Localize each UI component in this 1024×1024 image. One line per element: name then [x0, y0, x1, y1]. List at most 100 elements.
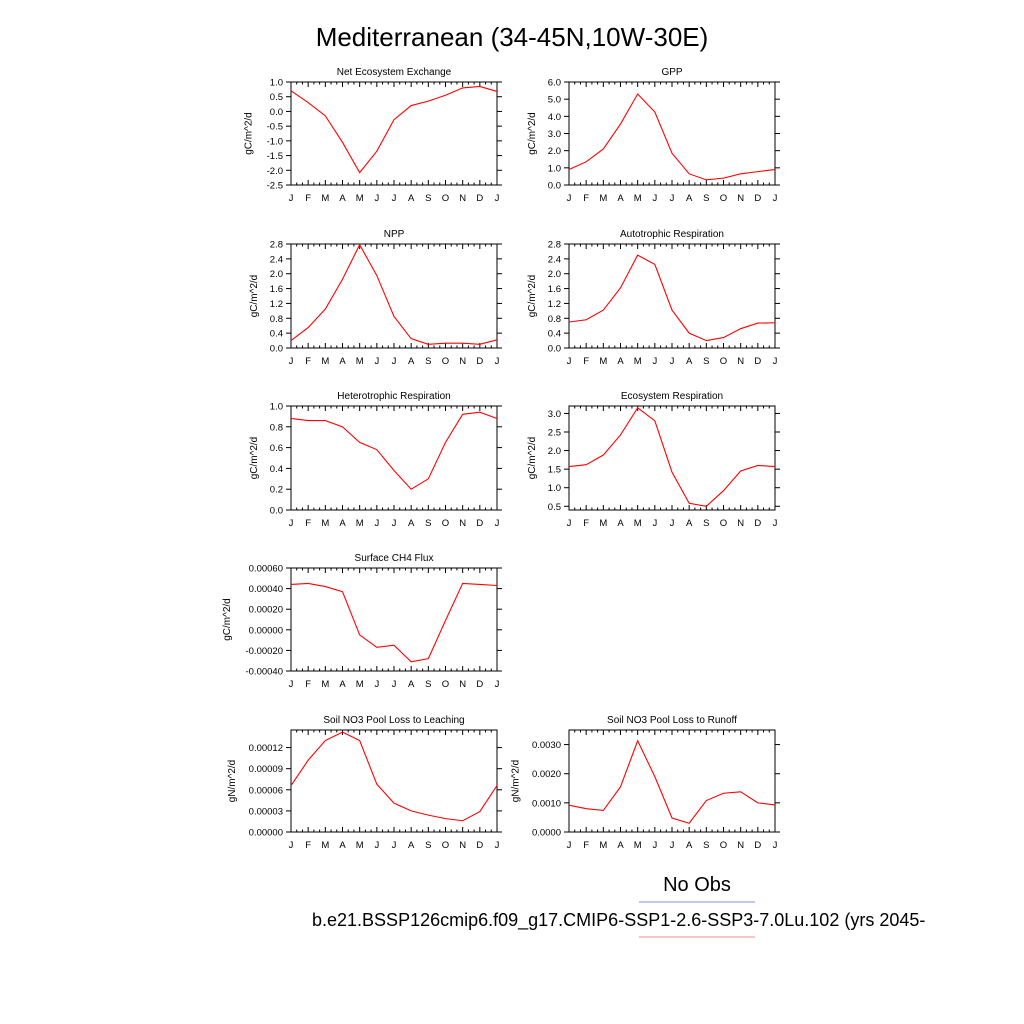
- x-tick-label: J: [289, 356, 294, 367]
- x-tick-label: J: [392, 356, 397, 367]
- x-tick-label: J: [652, 518, 657, 529]
- x-tick-label: M: [321, 518, 329, 529]
- legend: No Obs b.e21.BSSP126cmip6.f09_g17.CMIP6-…: [312, 874, 925, 938]
- x-tick-label: F: [583, 193, 589, 204]
- x-tick-label: O: [442, 518, 449, 529]
- x-tick-label: M: [356, 193, 364, 204]
- y-tick-label: 2.8: [270, 240, 283, 251]
- x-tick-label: A: [339, 518, 346, 529]
- figure-title: Mediterranean (34-45N,10W-30E): [316, 22, 709, 52]
- y-tick-label: 1.0: [270, 402, 283, 413]
- x-tick-label: F: [583, 356, 589, 367]
- y-tick-label: 1.6: [548, 284, 561, 295]
- y-tick-label: -0.00020: [245, 646, 283, 657]
- x-tick-label: J: [495, 840, 500, 851]
- x-tick-label: S: [425, 679, 431, 690]
- x-tick-label: J: [392, 840, 397, 851]
- y-tick-label: 0.5: [548, 502, 561, 513]
- x-tick-label: M: [599, 518, 607, 529]
- x-tick-label: A: [339, 840, 346, 851]
- x-tick-label: M: [356, 679, 364, 690]
- y-tick-label: 0.0: [548, 344, 561, 355]
- x-tick-label: J: [392, 518, 397, 529]
- y-tick-label: 0.0030: [532, 740, 561, 751]
- x-tick-label: A: [408, 518, 415, 529]
- series-line: [568, 254, 776, 342]
- plot-frame: [568, 81, 776, 186]
- x-tick-label: O: [720, 356, 727, 367]
- x-tick-label: A: [686, 193, 693, 204]
- y-axis-label: gC/m^2/d: [249, 275, 260, 318]
- x-tick-label: D: [754, 518, 761, 529]
- y-tick-label: 0.00000: [249, 828, 283, 839]
- plot-frame: [290, 405, 498, 511]
- y-tick-label: -1.5: [267, 151, 283, 162]
- x-tick-label: O: [442, 840, 449, 851]
- y-tick-label: 2.0: [270, 269, 283, 280]
- y-tick-label: -0.00040: [245, 667, 283, 678]
- x-tick-label: N: [737, 840, 744, 851]
- series-line: [568, 739, 776, 824]
- x-tick-label: M: [321, 356, 329, 367]
- x-tick-label: F: [305, 518, 311, 529]
- y-axis-label: gC/m^2/d: [243, 112, 254, 155]
- x-tick-label: D: [476, 518, 483, 529]
- plot-frame: [290, 81, 498, 186]
- plot-frame: [290, 243, 498, 349]
- x-tick-label: S: [703, 356, 709, 367]
- x-tick-label: J: [495, 518, 500, 529]
- series-line: [290, 582, 498, 663]
- y-axis-label: gC/m^2/d: [222, 598, 233, 641]
- x-tick-label: N: [459, 518, 466, 529]
- x-tick-label: N: [459, 840, 466, 851]
- x-tick-label: A: [408, 356, 415, 367]
- x-tick-label: S: [703, 840, 709, 851]
- y-tick-label: 0.5: [270, 92, 283, 103]
- x-tick-label: M: [599, 193, 607, 204]
- x-tick-label: F: [305, 193, 311, 204]
- y-tick-label: -2.0: [267, 166, 283, 177]
- x-tick-label: M: [599, 840, 607, 851]
- y-tick-label: -1.0: [267, 136, 283, 147]
- x-tick-label: M: [321, 840, 329, 851]
- panel-title: GPP: [661, 67, 682, 78]
- x-tick-label: J: [392, 193, 397, 204]
- x-tick-label: F: [583, 518, 589, 529]
- x-tick-label: J: [289, 518, 294, 529]
- x-tick-label: S: [425, 518, 431, 529]
- x-tick-label: J: [289, 840, 294, 851]
- y-tick-label: 0.8: [270, 422, 283, 433]
- x-tick-label: O: [720, 840, 727, 851]
- y-tick-label: 0.2: [270, 485, 283, 496]
- x-tick-label: J: [495, 193, 500, 204]
- x-tick-label: A: [339, 356, 346, 367]
- y-tick-label: 0.4: [270, 464, 283, 475]
- x-tick-label: A: [617, 518, 624, 529]
- x-tick-label: O: [442, 356, 449, 367]
- y-tick-label: 0.00020: [249, 605, 283, 616]
- y-tick-label: 2.8: [548, 240, 561, 251]
- y-tick-label: 0.8: [270, 314, 283, 325]
- panel-title: Heterotrophic Respiration: [337, 391, 450, 402]
- x-tick-label: N: [737, 356, 744, 367]
- x-tick-label: J: [567, 518, 572, 529]
- x-tick-label: M: [321, 193, 329, 204]
- x-tick-label: J: [374, 356, 379, 367]
- x-tick-label: M: [634, 518, 642, 529]
- y-tick-label: 2.0: [548, 446, 561, 457]
- x-tick-label: F: [305, 840, 311, 851]
- x-tick-label: S: [425, 356, 431, 367]
- y-tick-label: 0.4: [548, 329, 561, 340]
- y-tick-label: -0.5: [267, 122, 283, 133]
- x-tick-label: A: [686, 518, 693, 529]
- x-tick-label: M: [356, 518, 364, 529]
- x-tick-label: J: [773, 356, 778, 367]
- x-tick-label: M: [321, 679, 329, 690]
- y-tick-label: 0.0: [270, 506, 283, 517]
- y-tick-label: 2.0: [548, 269, 561, 280]
